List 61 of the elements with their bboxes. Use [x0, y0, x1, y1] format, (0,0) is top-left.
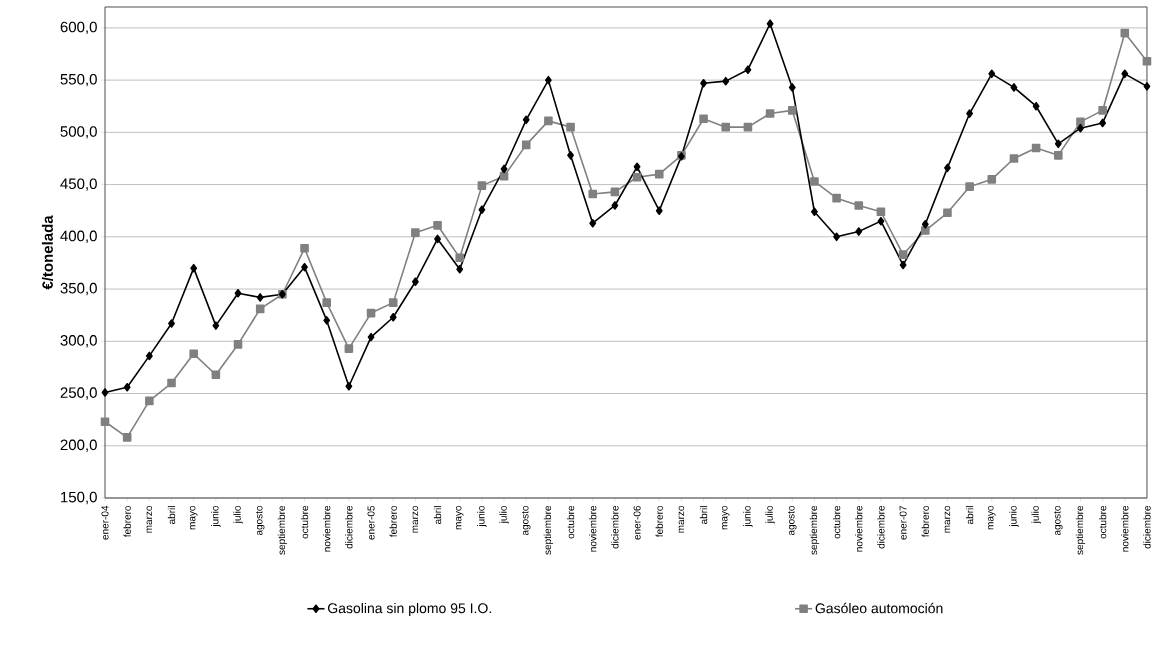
x-tick-label: octubre	[300, 505, 309, 539]
x-tick-label: ener-05	[367, 505, 375, 540]
x-tick-label: junio	[211, 505, 221, 527]
y-axis-title: €/tonelada	[41, 215, 54, 290]
x-tick-label: septiembre	[543, 505, 554, 555]
x-tick-label: noviembre	[855, 505, 863, 552]
x-tick-label: ener-07	[899, 506, 907, 540]
x-tick-label: febrero	[655, 505, 663, 538]
y-tick-label: 500,0	[60, 126, 97, 139]
y-tick-label: 150,0	[61, 491, 97, 505]
x-tick-label: abril	[433, 506, 442, 524]
x-tick-label: diciembre	[611, 505, 619, 549]
x-tick-label: diciembre	[877, 505, 885, 549]
x-tick-label: mayo	[722, 505, 730, 530]
x-tick-label: octubre	[566, 505, 575, 539]
x-tick-label: julio	[233, 505, 243, 524]
x-tick-label: septiembre	[809, 505, 820, 555]
x-tick-label: julio	[499, 505, 509, 524]
x-tick-label: octubre	[1098, 505, 1107, 539]
x-tick-label: septiembre	[1075, 505, 1086, 555]
y-tick-label: 250,0	[60, 387, 97, 400]
x-tick-label: octubre	[832, 505, 841, 539]
x-tick-label: marzo	[678, 505, 685, 533]
x-tick-label: noviembre	[589, 505, 597, 552]
x-tick-label: marzo	[412, 505, 419, 533]
x-tick-label: agosto	[1054, 505, 1063, 536]
x-tick-label: agosto	[255, 505, 265, 536]
x-tick-label: agosto	[521, 505, 531, 536]
x-tick-label: mayo	[455, 505, 464, 530]
x-tick-label: junio	[743, 505, 753, 527]
x-tick-label: febrero	[389, 505, 397, 538]
x-tick-label: noviembre	[323, 505, 331, 552]
x-tick-label: abril	[965, 506, 974, 524]
x-tick-label: marzo	[146, 505, 153, 533]
x-tick-label: noviembre	[1121, 505, 1129, 552]
y-tick-label: 350,0	[60, 282, 97, 296]
legend-label: Gasóleo automoción	[815, 602, 943, 614]
x-tick-label: julio	[1031, 505, 1041, 524]
x-tick-label: marzo	[944, 505, 951, 533]
y-tick-label: 300,0	[60, 335, 97, 348]
legend-label: Gasolina sin plomo 95 I.O.	[328, 602, 491, 616]
x-tick-label: julio	[765, 505, 775, 524]
x-tick-label: ener-06	[633, 505, 641, 540]
x-tick-label: junio	[1009, 505, 1019, 527]
y-tick-label: 450,0	[60, 178, 97, 191]
x-tick-label: agosto	[787, 505, 797, 536]
x-tick-label: febrero	[921, 505, 929, 538]
y-tick-label: 550,0	[60, 73, 97, 87]
x-tick-label: junio	[477, 505, 487, 527]
x-tick-label: diciembre	[1143, 505, 1151, 549]
y-tick-label: 600,0	[60, 21, 97, 35]
x-tick-label: mayo	[988, 505, 996, 530]
x-tick-label: abril	[699, 506, 708, 524]
x-tick-label: mayo	[189, 505, 198, 530]
x-tick-label: diciembre	[345, 505, 353, 549]
y-tick-label: 200,0	[60, 439, 97, 452]
y-tick-label: 400,0	[60, 230, 97, 244]
x-tick-label: ener-04	[101, 505, 109, 540]
x-tick-label: febrero	[123, 505, 131, 538]
x-tick-label: septiembre	[277, 505, 288, 555]
x-tick-label: abril	[167, 506, 176, 524]
